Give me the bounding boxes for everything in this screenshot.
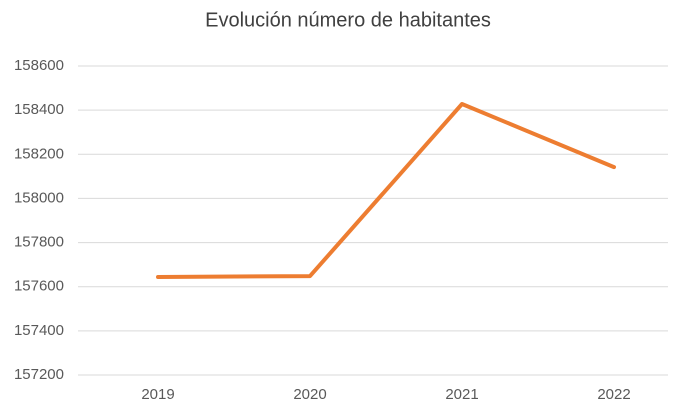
y-tick-label: 157800 bbox=[14, 234, 64, 251]
chart-title: Evolución número de habitantes bbox=[205, 9, 491, 31]
y-tick-label: 157400 bbox=[14, 322, 64, 339]
y-tick-label: 157600 bbox=[14, 278, 64, 295]
x-tick-label: 2020 bbox=[293, 386, 326, 403]
y-tick-label: 158600 bbox=[14, 57, 64, 74]
x-tick-label: 2022 bbox=[597, 386, 630, 403]
x-tick-label: 2021 bbox=[445, 386, 478, 403]
series-line bbox=[156, 102, 616, 279]
y-tick-label: 158200 bbox=[14, 145, 64, 162]
y-tick-label: 157200 bbox=[14, 366, 64, 383]
x-tick-label: 2019 bbox=[141, 386, 174, 403]
y-tick-label: 158400 bbox=[14, 101, 64, 118]
y-tick-label: 158000 bbox=[14, 189, 64, 206]
